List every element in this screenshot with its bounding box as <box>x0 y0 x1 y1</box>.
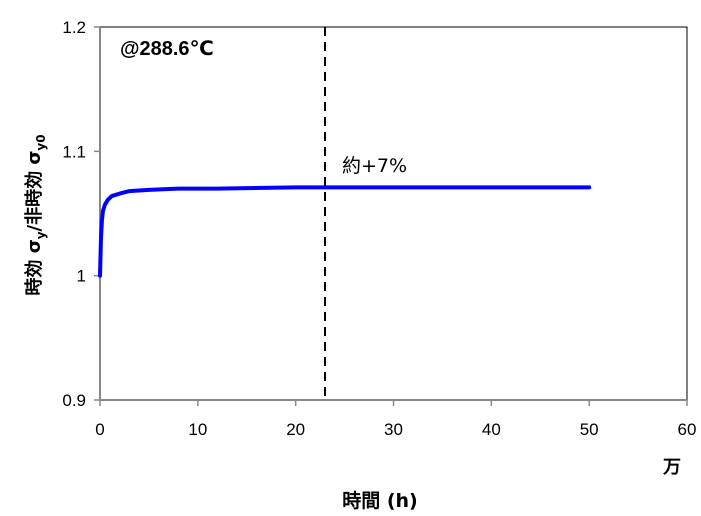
y-tick-label: 0.9 <box>62 391 86 410</box>
y-axis-title-part2: /非時効 σ <box>23 151 45 232</box>
x-axis-ticks: 0 10 20 30 40 50 60 <box>95 400 696 439</box>
x-tick-label: 30 <box>384 420 403 439</box>
x-axis-unit: 万 <box>662 457 681 478</box>
x-tick-label: 0 <box>95 420 104 439</box>
y-axis-title-sub2: y0 <box>34 134 48 150</box>
y-axis-ticks: 0.9 1 1.1 1.2 <box>62 18 100 410</box>
x-tick-label: 20 <box>286 420 305 439</box>
y-axis-title: 時効 σy/非時効 σy0 <box>23 134 48 295</box>
x-axis-title: 時間 (h) <box>342 490 418 512</box>
x-tick-label: 10 <box>188 420 207 439</box>
y-tick-label: 1.2 <box>62 18 86 37</box>
y-tick-label: 1.1 <box>62 142 86 161</box>
temperature-annotation: @288.6℃ <box>120 38 214 60</box>
x-tick-label: 60 <box>678 420 697 439</box>
y-tick-label: 1 <box>77 267 86 286</box>
y-axis-title-part1: 時効 σ <box>23 239 45 295</box>
x-tick-label: 40 <box>482 420 501 439</box>
series-line <box>98 185 592 278</box>
increase-note: 約+7% <box>342 155 407 177</box>
x-tick-label: 50 <box>580 420 599 439</box>
y-axis-title-sub1: y <box>34 231 48 239</box>
